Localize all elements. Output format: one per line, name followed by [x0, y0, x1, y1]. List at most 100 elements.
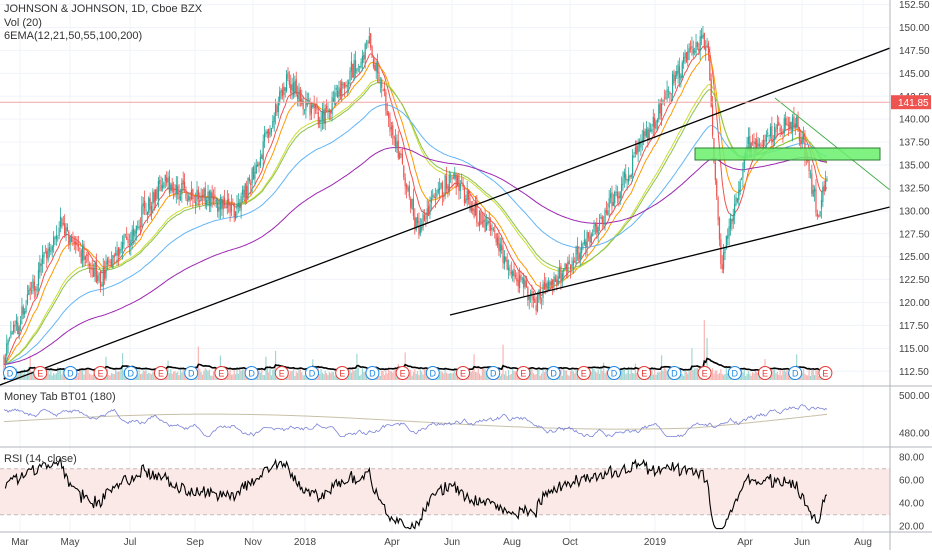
earnings-marker[interactable] [93, 366, 108, 380]
candle-body [405, 184, 408, 189]
candle-body [330, 111, 332, 114]
volume-bar [716, 370, 718, 380]
candle-body [716, 180, 718, 197]
earnings-marker[interactable] [758, 366, 772, 380]
dividend-marker[interactable] [123, 366, 138, 380]
ema-line [3, 104, 828, 365]
event-marker-label: D [128, 369, 135, 379]
price-candles[interactable] [3, 25, 828, 372]
volume-bar [600, 367, 602, 380]
earnings-marker[interactable] [335, 366, 350, 380]
candle-body [567, 262, 569, 273]
volume-bar [565, 370, 568, 380]
candle-body [778, 121, 780, 126]
candle-body [557, 276, 559, 284]
candle-body [225, 206, 227, 209]
dividend-marker[interactable] [667, 366, 682, 380]
candle-body [721, 264, 723, 269]
earnings-marker[interactable] [516, 366, 531, 380]
earnings-marker[interactable] [274, 366, 289, 380]
volume-bar [620, 369, 623, 380]
time-tick-label: 2018 [294, 537, 317, 548]
price-tick-label: 150.00 [899, 23, 930, 34]
candle-body [62, 223, 64, 225]
candle-body [325, 105, 328, 109]
dividend-marker[interactable] [305, 366, 319, 380]
volume-bar [240, 370, 242, 380]
candle-body [316, 103, 318, 111]
dividend-marker[interactable] [546, 366, 561, 380]
candle-body [498, 235, 500, 251]
dividend-marker[interactable] [788, 366, 803, 380]
candle-body [277, 101, 279, 112]
candle-body [547, 281, 550, 290]
volume-bar [423, 369, 426, 380]
candle-body [655, 121, 657, 129]
candle-body [414, 216, 416, 229]
candle-body [625, 174, 627, 181]
earnings-marker[interactable] [697, 366, 712, 380]
dividend-marker[interactable] [486, 366, 501, 380]
volume-bar [480, 375, 482, 380]
event-marker-label: E [822, 369, 828, 379]
candle-body [367, 41, 369, 44]
volume-bar [174, 370, 176, 380]
candle-body [687, 51, 689, 61]
earnings-marker[interactable] [637, 366, 652, 380]
volume-bar [535, 373, 537, 380]
volume-bar [25, 374, 27, 380]
candle-body [724, 248, 726, 253]
volume-bar [386, 373, 388, 380]
candle-body [619, 192, 621, 199]
volume-bar [680, 373, 682, 380]
candle-body [692, 48, 694, 54]
dividend-marker[interactable] [63, 366, 78, 380]
earnings-marker[interactable] [456, 366, 470, 380]
candle-body [117, 247, 120, 256]
candle-body [223, 197, 226, 206]
candle-body [415, 218, 417, 231]
dividend-marker[interactable] [184, 366, 199, 380]
dividend-marker[interactable] [365, 366, 380, 380]
candle-body [490, 224, 492, 231]
dividend-marker[interactable] [3, 366, 17, 380]
earnings-marker[interactable] [576, 366, 591, 380]
earnings-marker[interactable] [154, 366, 168, 380]
candle-body [663, 97, 665, 99]
candle-body [662, 99, 664, 104]
trendline-drawings[interactable] [0, 47, 891, 386]
candle-body [528, 296, 530, 300]
earnings-marker[interactable] [818, 366, 833, 380]
volume-bar [505, 371, 507, 380]
candle-body [816, 213, 818, 217]
dividend-marker[interactable] [727, 366, 742, 380]
price-tick-label: 120.00 [899, 298, 930, 309]
earnings-marker[interactable] [395, 366, 410, 380]
candle-body [40, 263, 42, 266]
candle-body [718, 217, 721, 240]
time-tick-label: Sep [186, 537, 204, 548]
dividend-marker[interactable] [244, 366, 259, 380]
candle-body [181, 182, 183, 195]
earnings-marker[interactable] [33, 366, 48, 380]
dividend-marker[interactable] [425, 366, 440, 380]
candle-body [317, 112, 319, 125]
earnings-marker[interactable] [214, 366, 229, 380]
volume-bar [560, 369, 562, 380]
volume-bar [302, 375, 304, 380]
price-tick-label: 130.00 [899, 206, 930, 217]
dividend-marker[interactable] [607, 366, 621, 380]
volume-bar [262, 375, 264, 380]
volume-bar [179, 369, 182, 380]
candle-body [342, 84, 344, 85]
volume-bar [502, 344, 504, 380]
candle-body [780, 131, 783, 134]
volume-bar [483, 367, 485, 380]
candle-body [612, 201, 614, 206]
candle-body [4, 357, 6, 363]
candle-body [172, 190, 175, 192]
candle-body [630, 175, 632, 177]
volume-bar [379, 375, 381, 380]
